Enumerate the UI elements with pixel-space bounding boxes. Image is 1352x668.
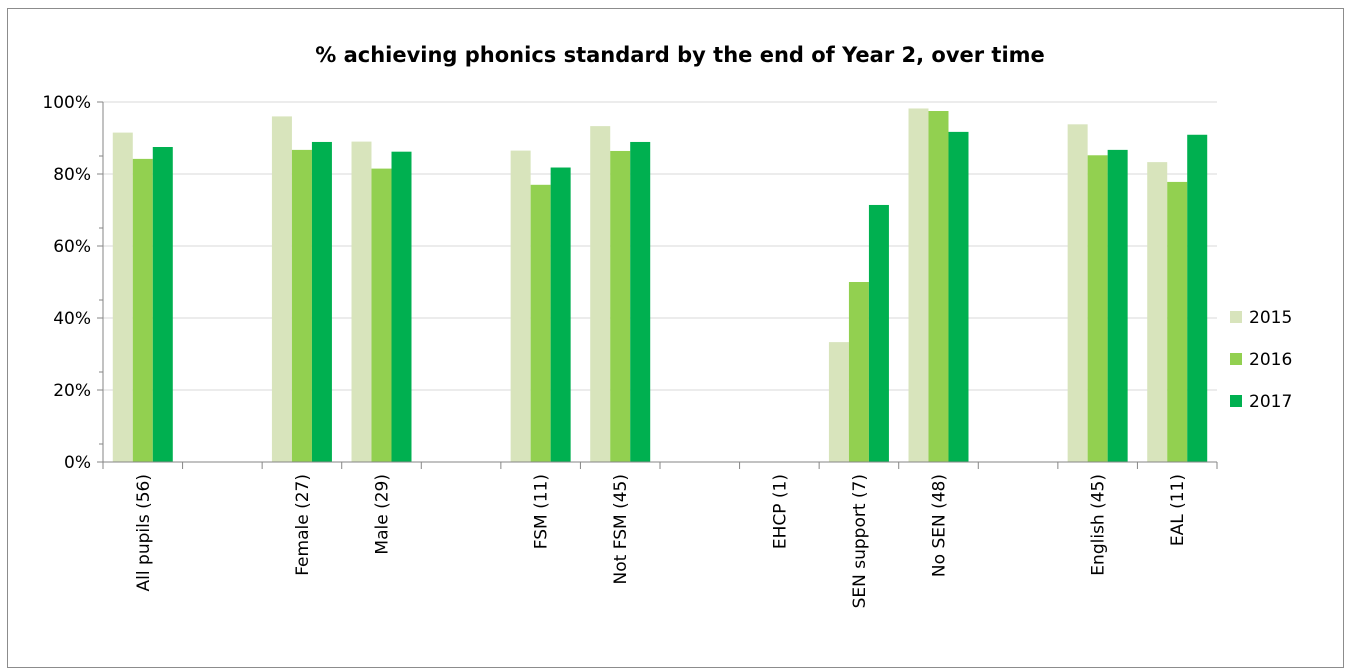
y-tick-label: 80%: [53, 165, 91, 185]
axes: [97, 101, 1218, 469]
bar-2015: [351, 141, 372, 462]
x-category-label: Not FSM (45): [611, 474, 631, 584]
legend-label: 2017: [1249, 392, 1292, 412]
x-category-label: Female (27): [293, 474, 313, 576]
bar-2016: [530, 184, 551, 463]
bar-2016: [848, 282, 869, 462]
bar-2016: [291, 149, 312, 462]
bar-2017: [311, 141, 332, 462]
x-category-label: Male (29): [373, 474, 393, 555]
legend-label: 2016: [1249, 350, 1292, 370]
y-tick-labels: 0% 20% 40% 60% 80% 100%: [42, 93, 91, 473]
bar-chart: % achieving phonics standard by the end …: [42, 43, 1292, 608]
legend-label: 2015: [1249, 308, 1292, 328]
legend-swatch-2016: [1230, 353, 1242, 365]
bar-2017: [1187, 134, 1208, 462]
x-category-label: SEN support (7): [850, 474, 870, 608]
x-category-label: FSM (11): [532, 474, 552, 549]
bar-2016: [928, 111, 949, 462]
legend-swatch-2015: [1230, 311, 1242, 323]
bars: [112, 108, 1208, 463]
bar-2015: [112, 132, 133, 462]
x-tick-labels: All pupils (56) Female (27) Male (29) FSM (…: [134, 474, 1188, 608]
bar-2017: [550, 167, 571, 462]
bar-2017: [868, 204, 889, 462]
y-tick-label: 20%: [53, 381, 91, 401]
bar-2016: [132, 158, 153, 462]
legend: 2015 2016 2017: [1230, 308, 1292, 412]
legend-swatch-2017: [1230, 395, 1242, 407]
bar-2016: [371, 168, 392, 462]
bar-2015: [1067, 124, 1088, 462]
bar-2015: [828, 342, 849, 462]
grid-lines: [103, 101, 1217, 391]
y-tick-label: 0%: [64, 453, 91, 473]
bar-2017: [152, 147, 173, 462]
x-category-label: EAL (11): [1168, 474, 1188, 546]
x-category-label: English (45): [1089, 474, 1109, 576]
y-tick-label: 40%: [53, 309, 91, 329]
bar-2017: [630, 141, 651, 462]
bar-2016: [1087, 155, 1108, 462]
chart-title: % achieving phonics standard by the end …: [315, 43, 1045, 67]
x-category-label: All pupils (56): [134, 474, 154, 591]
bar-2016: [610, 150, 631, 462]
x-category-label: EHCP (1): [770, 474, 790, 549]
bar-2015: [908, 108, 929, 462]
bar-2015: [510, 150, 531, 462]
y-tick-label: 100%: [42, 93, 91, 113]
bar-2017: [1107, 149, 1128, 462]
bar-2015: [271, 116, 292, 463]
y-tick-label: 60%: [53, 237, 91, 257]
bar-2017: [948, 131, 969, 462]
bar-2015: [590, 126, 611, 463]
bar-2015: [1147, 162, 1168, 462]
x-category-label: No SEN (48): [930, 474, 950, 577]
bar-2016: [1167, 181, 1188, 463]
bar-2017: [391, 151, 412, 462]
